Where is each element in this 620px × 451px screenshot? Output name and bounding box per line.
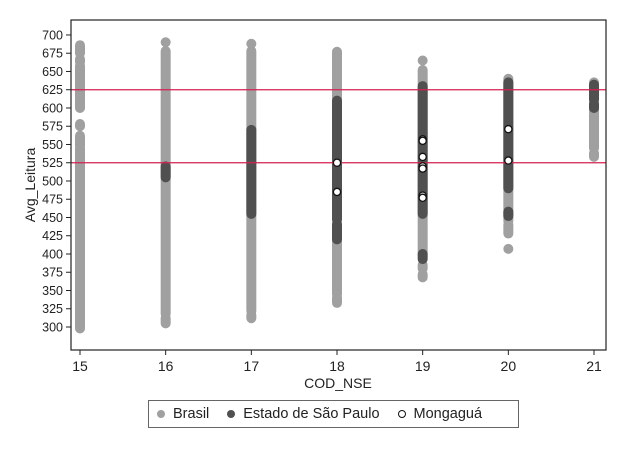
axes: 300 325 350 375 400 425 450 475 500 525 550 575 600 6…: [42, 19, 607, 374]
data-cluster: [589, 79, 600, 105]
y-tick-label: 400: [42, 247, 63, 261]
y-tick-label: 625: [42, 83, 63, 97]
y-tick-label: 525: [42, 156, 63, 170]
y-tick-label: 575: [42, 120, 63, 134]
y-tick-label: 600: [42, 101, 63, 115]
y-tick-label: 700: [42, 28, 63, 42]
data-cluster: [74, 130, 85, 151]
x-tick-label: 19: [415, 358, 431, 374]
x-axis-title: COD_NSE: [304, 375, 372, 391]
y-tick-label: 675: [42, 47, 63, 61]
data-cluster: [417, 55, 428, 66]
data-point: [418, 193, 427, 203]
data-cluster: [74, 143, 85, 303]
data-cluster: [74, 40, 85, 59]
y-tick-label: 425: [42, 229, 63, 243]
y-tick-label: 650: [42, 65, 63, 79]
data-cluster: [503, 77, 514, 194]
y-tick-label: 325: [42, 302, 63, 316]
y-tick-label: 450: [42, 211, 63, 225]
plot-frame: [70, 19, 607, 351]
filled-circle-icon: [227, 410, 236, 418]
legend: Brasil Estado de São Paulo Mongaguá: [148, 400, 519, 428]
data-point: [332, 158, 342, 167]
data-point: [418, 152, 427, 162]
y-tick-label: 300: [42, 320, 63, 334]
legend-item-mongagua: Mongaguá: [397, 406, 483, 422]
x-tick-label: 18: [329, 358, 345, 374]
data-point: [418, 136, 427, 146]
data-cluster: [160, 161, 171, 183]
y-tick-label: 500: [42, 174, 63, 188]
legend-item-brasil: Brasil: [157, 406, 209, 422]
hollow-circle-icon: [397, 410, 406, 418]
legend-label: Estado de São Paulo: [243, 406, 380, 422]
y-axis-title: Avg_Leitura: [22, 148, 38, 223]
data-cluster: [160, 46, 171, 319]
legend-label: Mongaguá: [413, 406, 483, 422]
data-point: [504, 124, 513, 134]
data-cluster: [503, 243, 514, 254]
data-cluster: [246, 124, 257, 219]
y-tick-label: 350: [42, 284, 63, 298]
x-tick-label: 15: [72, 358, 88, 374]
legend-item-estado-sp: Estado de São Paulo: [227, 406, 380, 422]
data-cluster: [74, 60, 85, 113]
data-cluster: [417, 248, 428, 265]
data-cluster: [503, 206, 514, 222]
legend-label: Brasil: [173, 406, 210, 422]
data-cluster: [417, 81, 428, 219]
data-cluster: [74, 292, 85, 334]
y-tick-label: 475: [42, 193, 63, 207]
x-tick-label: 21: [586, 358, 602, 374]
data-point: [332, 187, 342, 197]
data-cluster: [74, 119, 85, 132]
data-cluster: [160, 37, 171, 48]
x-tick-label: 16: [158, 358, 174, 374]
data-point: [504, 156, 513, 165]
data-point: [418, 164, 427, 173]
data-cluster: [246, 38, 257, 49]
y-tick-label: 550: [42, 138, 63, 152]
plot-area: [71, 37, 606, 334]
filled-circle-icon: [157, 410, 165, 418]
x-tick-label: 17: [244, 358, 260, 374]
x-tick-label: 20: [501, 358, 517, 374]
y-tick-label: 375: [42, 266, 63, 280]
data-cluster: [332, 219, 343, 245]
